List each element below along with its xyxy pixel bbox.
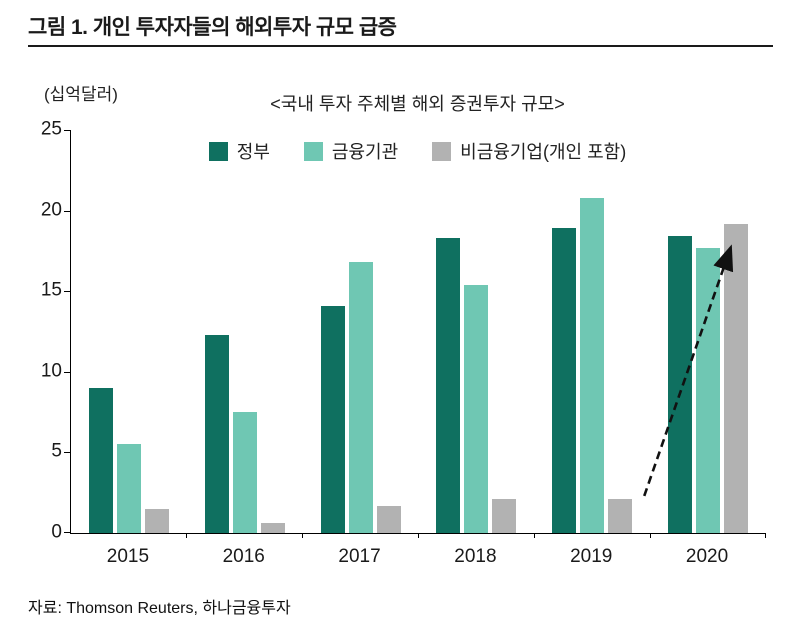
legend: 정부 금융기관 비금융기업(개인 포함) [70,138,765,164]
y-tick-label: 20 [40,199,62,221]
bar-2020-series-0 [668,236,693,533]
legend-swatch-0 [208,141,228,161]
y-tick-label: 10 [40,360,62,382]
x-tick-label: 2020 [685,546,729,567]
title-underline [28,45,773,47]
y-axis-unit-label: (십억달러) [44,85,118,104]
x-axis-labels: 2015 2016 2017 2018 2019 2020 [70,546,765,572]
bar-2019-series-1 [580,197,605,533]
bar-2016-series-0 [204,334,229,533]
y-tick [64,130,71,131]
legend-label-0: 정부 [236,142,270,162]
y-tick [64,371,71,373]
bar-2017-series-1 [348,262,373,533]
legend-label-2: 비금융기업(개인 포함) [460,142,627,162]
y-tick [64,452,71,454]
legend-item-2: 비금융기업(개인 포함) [432,138,626,164]
x-tick [302,533,304,538]
y-axis-labels: 0 5 10 15 20 25 [18,119,62,543]
x-tick [418,533,419,538]
trend-arrow [643,244,734,497]
bar-2017-series-2 [376,505,401,533]
x-tick [533,533,535,538]
y-tick-label: 15 [40,279,62,301]
chart-title: <국내 투자 주체별 해외 증권투자 규모> [270,94,565,114]
bar-2016-series-1 [232,412,257,533]
legend-label-1: 금융기관 [331,142,399,162]
x-tick-label: 2017 [338,546,381,567]
bar-2015-series-2 [144,508,169,533]
y-tick-label: 25 [40,118,62,140]
legend-item-0: 정부 [208,138,270,164]
y-tick [64,532,71,533]
bar-2015-series-0 [88,387,113,533]
legend-swatch-2 [432,141,452,161]
figure-title: 그림 1. 개인 투자자들의 해외투자 규모 급증 [28,16,397,39]
bar-2017-series-0 [320,305,345,533]
bar-2019-series-2 [608,499,633,533]
bar-2016-series-2 [260,523,285,533]
x-tick-label: 2015 [106,546,150,567]
x-tick-label: 2016 [222,546,265,567]
bar-2020-series-2 [724,223,749,533]
x-tick-label: 2018 [454,546,497,567]
bar-2019-series-0 [552,228,577,533]
y-tick-label: 5 [51,440,62,462]
bar-2018-series-2 [492,499,517,533]
source-note: 자료: Thomson Reuters, 하나금융투자 [28,600,291,617]
plot-area [64,130,766,538]
x-tick [649,533,651,538]
legend-item-1: 금융기관 [303,138,399,164]
legend-swatch-1 [303,141,323,161]
y-tick [64,210,71,212]
y-tick-label: 0 [51,521,62,543]
x-tick-label: 2019 [570,546,613,567]
y-tick [64,291,71,293]
x-tick [765,533,766,538]
bar-2018-series-1 [464,284,489,533]
bar-2015-series-1 [116,444,141,533]
x-tick [186,533,188,538]
bar-2020-series-1 [696,247,721,533]
bar-2018-series-0 [436,238,461,533]
